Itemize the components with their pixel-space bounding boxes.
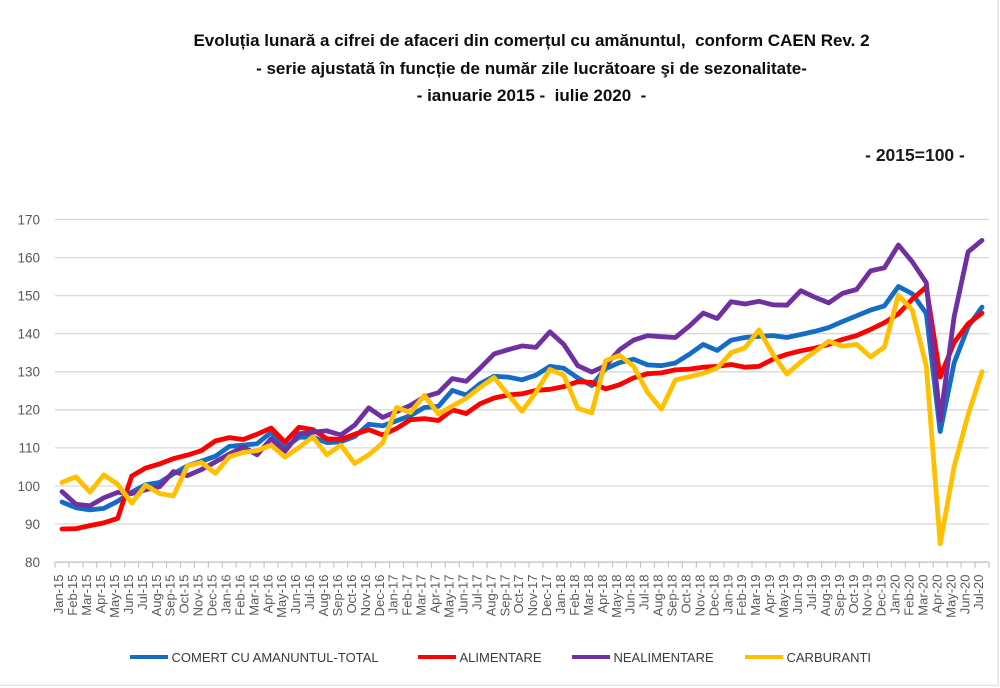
svg-text:Jul-20: Jul-20 bbox=[971, 575, 986, 610]
svg-text:Sep-16: Sep-16 bbox=[330, 575, 345, 617]
svg-text:Dec-17: Dec-17 bbox=[539, 575, 554, 617]
svg-text:Aug-16: Aug-16 bbox=[316, 575, 331, 617]
svg-text:Dec-18: Dec-18 bbox=[706, 575, 721, 617]
svg-text:May-15: May-15 bbox=[107, 575, 122, 618]
svg-text:Dec-19: Dec-19 bbox=[874, 575, 889, 617]
svg-text:Jul-17: Jul-17 bbox=[469, 575, 484, 610]
svg-text:120: 120 bbox=[17, 403, 40, 418]
svg-text:Oct-18: Oct-18 bbox=[679, 575, 694, 614]
svg-text:Jan-19: Jan-19 bbox=[720, 575, 735, 615]
svg-text:Jun-17: Jun-17 bbox=[455, 575, 470, 615]
svg-text:CARBURANTI: CARBURANTI bbox=[787, 650, 872, 665]
svg-text:Mar-18: Mar-18 bbox=[581, 575, 596, 616]
svg-text:NEALIMENTARE: NEALIMENTARE bbox=[614, 650, 714, 665]
svg-text:Mar-17: Mar-17 bbox=[414, 575, 429, 616]
svg-text:Sep-18: Sep-18 bbox=[665, 575, 680, 617]
svg-text:Apr-19: Apr-19 bbox=[762, 575, 777, 614]
svg-text:Jan-16: Jan-16 bbox=[219, 575, 234, 615]
svg-text:Jul-15: Jul-15 bbox=[135, 575, 150, 610]
svg-text:140: 140 bbox=[17, 327, 40, 342]
svg-text:Aug-18: Aug-18 bbox=[651, 575, 666, 617]
svg-text:Mar-15: Mar-15 bbox=[79, 575, 94, 616]
svg-text:150: 150 bbox=[17, 288, 40, 303]
svg-text:Jan-15: Jan-15 bbox=[51, 575, 66, 615]
svg-text:Jun-20: Jun-20 bbox=[957, 575, 972, 615]
svg-text:Feb-20: Feb-20 bbox=[902, 575, 917, 616]
svg-text:Feb-19: Feb-19 bbox=[734, 575, 749, 616]
svg-text:Oct-19: Oct-19 bbox=[846, 575, 861, 614]
svg-text:ALIMENTARE: ALIMENTARE bbox=[460, 650, 542, 665]
svg-text:Mar-19: Mar-19 bbox=[748, 575, 763, 616]
svg-text:160: 160 bbox=[17, 250, 40, 265]
svg-text:Nov-15: Nov-15 bbox=[191, 575, 206, 617]
svg-text:Aug-19: Aug-19 bbox=[818, 575, 833, 617]
svg-text:Apr-16: Apr-16 bbox=[260, 575, 275, 614]
svg-text:Apr-20: Apr-20 bbox=[929, 575, 944, 614]
svg-text:170: 170 bbox=[17, 212, 40, 227]
svg-text:Oct-16: Oct-16 bbox=[344, 575, 359, 614]
svg-text:Nov-19: Nov-19 bbox=[860, 575, 875, 617]
svg-text:Dec-15: Dec-15 bbox=[205, 575, 220, 617]
svg-text:Nov-17: Nov-17 bbox=[525, 575, 540, 617]
svg-text:80: 80 bbox=[25, 555, 40, 570]
svg-text:Jul-16: Jul-16 bbox=[302, 575, 317, 610]
svg-text:Feb-18: Feb-18 bbox=[567, 575, 582, 616]
svg-text:Nov-16: Nov-16 bbox=[358, 575, 373, 617]
svg-text:Feb-17: Feb-17 bbox=[400, 575, 415, 616]
svg-text:May-17: May-17 bbox=[442, 575, 457, 618]
svg-text:COMERT CU AMANUNTUL-TOTAL: COMERT CU AMANUNTUL-TOTAL bbox=[172, 650, 379, 665]
svg-text:Sep-19: Sep-19 bbox=[832, 575, 847, 617]
svg-text:Nov-18: Nov-18 bbox=[692, 575, 707, 617]
svg-text:Mar-20: Mar-20 bbox=[916, 575, 931, 616]
svg-text:Jul-19: Jul-19 bbox=[804, 575, 819, 610]
svg-text:Apr-18: Apr-18 bbox=[595, 575, 610, 614]
svg-text:Jan-17: Jan-17 bbox=[386, 575, 401, 615]
svg-text:May-18: May-18 bbox=[609, 575, 624, 618]
svg-text:Jun-18: Jun-18 bbox=[623, 575, 638, 615]
svg-text:Jun-16: Jun-16 bbox=[288, 575, 303, 615]
svg-text:May-16: May-16 bbox=[274, 575, 289, 618]
svg-text:Apr-17: Apr-17 bbox=[428, 575, 443, 614]
svg-text:110: 110 bbox=[18, 441, 40, 456]
svg-text:Oct-15: Oct-15 bbox=[177, 575, 192, 614]
svg-text:Feb-15: Feb-15 bbox=[65, 575, 80, 616]
svg-text:May-19: May-19 bbox=[776, 575, 791, 618]
svg-text:Feb-16: Feb-16 bbox=[232, 575, 247, 616]
svg-text:Sep-17: Sep-17 bbox=[497, 575, 512, 617]
svg-text:Jan-20: Jan-20 bbox=[888, 575, 903, 615]
svg-text:Oct-17: Oct-17 bbox=[511, 575, 526, 614]
svg-text:Jun-19: Jun-19 bbox=[790, 575, 805, 615]
svg-text:100: 100 bbox=[17, 479, 40, 494]
svg-text:Jan-18: Jan-18 bbox=[553, 575, 568, 615]
svg-text:Aug-17: Aug-17 bbox=[483, 575, 498, 617]
svg-text:130: 130 bbox=[17, 365, 40, 380]
svg-text:Jun-15: Jun-15 bbox=[121, 575, 136, 615]
svg-text:Apr-15: Apr-15 bbox=[93, 575, 108, 614]
svg-text:Jul-18: Jul-18 bbox=[637, 575, 652, 610]
svg-text:90: 90 bbox=[25, 517, 40, 532]
svg-text:Dec-16: Dec-16 bbox=[372, 575, 387, 617]
svg-text:Aug-15: Aug-15 bbox=[149, 575, 164, 617]
svg-text:May-20: May-20 bbox=[943, 575, 958, 618]
svg-text:Sep-15: Sep-15 bbox=[163, 575, 178, 617]
svg-text:Mar-16: Mar-16 bbox=[246, 575, 261, 616]
